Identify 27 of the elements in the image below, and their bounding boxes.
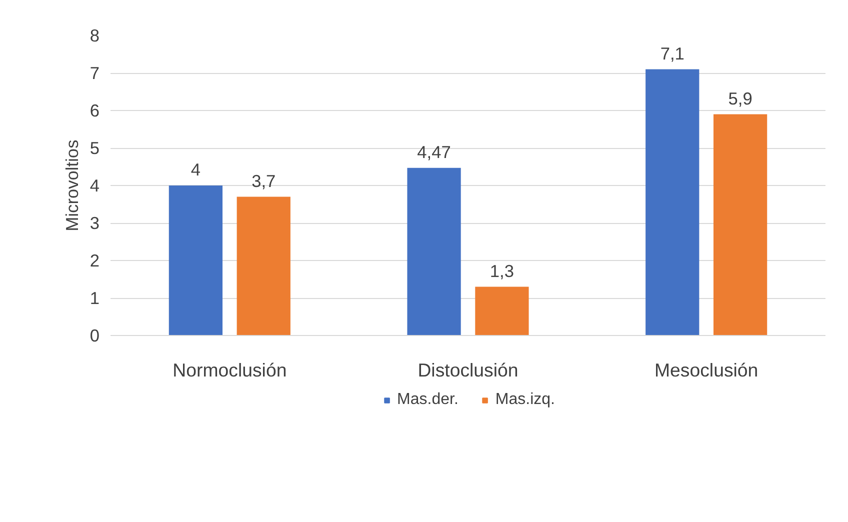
- y-tick-label: 0: [90, 326, 100, 346]
- data-label: 7,1: [660, 43, 684, 64]
- x-tick-label: Distoclusión: [418, 360, 518, 380]
- bar: [713, 114, 768, 336]
- bar: [236, 196, 290, 336]
- legend-label: Mas.izq.: [495, 391, 555, 409]
- data-label: 3,7: [252, 170, 276, 191]
- legend-label: Mas.der.: [397, 391, 458, 409]
- data-label: 4: [190, 160, 201, 180]
- data-label: 4,47: [417, 142, 451, 162]
- x-tick-label: Normoclusión: [172, 360, 287, 380]
- y-axis-title: Microvoltios: [62, 139, 82, 232]
- bar: [407, 168, 461, 336]
- bar: [646, 69, 700, 336]
- y-tick-label: 6: [90, 100, 100, 120]
- data-label: 5,9: [728, 88, 752, 108]
- y-tick-label: 4: [90, 176, 100, 196]
- x-tick-label: Mesoclusión: [654, 360, 758, 380]
- bar: [168, 186, 223, 336]
- y-tick-label: 5: [90, 138, 100, 158]
- y-tick-label: 7: [90, 63, 100, 83]
- y-tick-label: 3: [90, 213, 100, 233]
- y-tick-label: 8: [90, 26, 100, 46]
- y-tick-label: 1: [90, 288, 100, 308]
- y-tick-label: 2: [90, 250, 100, 270]
- bar: [475, 286, 529, 336]
- data-label: 1,3: [490, 260, 514, 281]
